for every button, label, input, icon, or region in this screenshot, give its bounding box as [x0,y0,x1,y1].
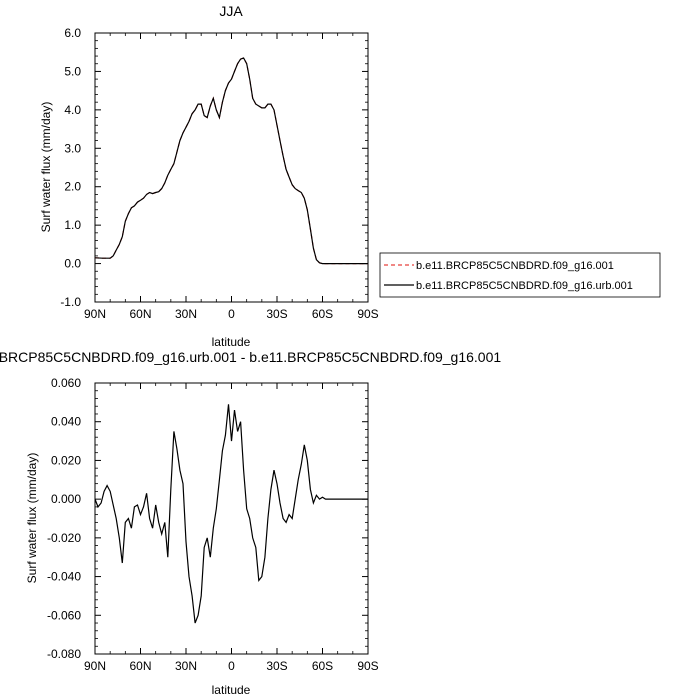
y-axis-label: Surf water flux (mm/day) [39,102,53,233]
series-line [94,57,368,265]
x-tick-label: 0 [228,307,235,321]
y-tick-label: 5.0 [64,64,81,78]
series-lines [94,404,368,624]
x-tick-label: 90N [84,307,106,321]
y-axis-label: Surf water flux (mm/day) [25,453,39,584]
y-tick-label: 6.0 [64,26,81,40]
x-tick-label: 60S [312,659,333,673]
y-tick-label: -0.080 [47,647,81,661]
plot-frame [94,32,369,303]
plot-frame [94,382,369,655]
x-tick-label: 60S [312,307,333,321]
y-tick-label: 0.0 [64,257,81,271]
x-tick-label: 60N [129,659,151,673]
y-tick-label: 0.000 [51,492,81,506]
mean-flux-panel: JJA 90N 60N 30N 0 30S 60S 90S -1.0 0.0 1.0 2.0 3.0… [39,3,661,349]
axis-ticks [94,382,369,655]
x-tick-label: 0 [228,659,235,673]
x-tick-label: 90S [357,307,378,321]
y-tick-label: -0.040 [47,570,81,584]
y-tick-label: 2.0 [64,180,81,194]
x-tick-labels: 90N 60N 30N 0 30S 60S 90S [84,307,379,321]
y-tick-labels: -1.0 0.0 1.0 2.0 3.0 4.0 5.0 6.0 [60,26,81,309]
chart-title: JJA [219,3,243,19]
x-tick-label: 60N [129,307,151,321]
x-axis-label: latitude [212,335,251,349]
legend: b.e11.BRCP85C5CNBDRD.f09_g16.001 b.e11.B… [379,252,661,298]
legend-entry: b.e11.BRCP85C5CNBDRD.f09_g16.urb.001 [416,280,633,292]
x-tick-label: 90S [357,659,378,673]
y-tick-label: 0.040 [51,415,81,429]
x-tick-labels: 90N 60N 30N 0 30S 60S 90S [84,659,379,673]
legend-box [379,252,661,298]
x-axis-label: latitude [212,683,251,697]
chart-title: b.e11.BRCP85C5CNBDRD.f09_g16.urb.001 - b… [0,349,501,365]
axis-ticks [94,32,369,303]
x-tick-label: 30N [175,659,197,673]
x-tick-label: 30N [175,307,197,321]
y-tick-label: 0.060 [51,376,81,390]
y-tick-label: 0.020 [51,453,81,467]
y-tick-label: 3.0 [64,141,81,155]
y-tick-label: -1.0 [60,295,81,309]
difference-panel: b.e11.BRCP85C5CNBDRD.f09_g16.urb.001 - b… [0,349,501,697]
y-tick-label: -0.020 [47,531,81,545]
y-tick-label: -0.060 [47,608,81,622]
y-tick-label: 4.0 [64,103,81,117]
series-line [94,57,368,265]
series-line [94,404,368,624]
y-tick-label: 1.0 [64,218,81,232]
x-tick-label: 30S [266,307,287,321]
y-tick-labels: -0.080 -0.060 -0.040 -0.020 0.000 0.020 0.040 0… [47,376,81,661]
legend-entry: b.e11.BRCP85C5CNBDRD.f09_g16.001 [416,260,614,272]
x-tick-label: 90N [84,659,106,673]
x-tick-label: 30S [266,659,287,673]
series-lines [94,57,368,265]
